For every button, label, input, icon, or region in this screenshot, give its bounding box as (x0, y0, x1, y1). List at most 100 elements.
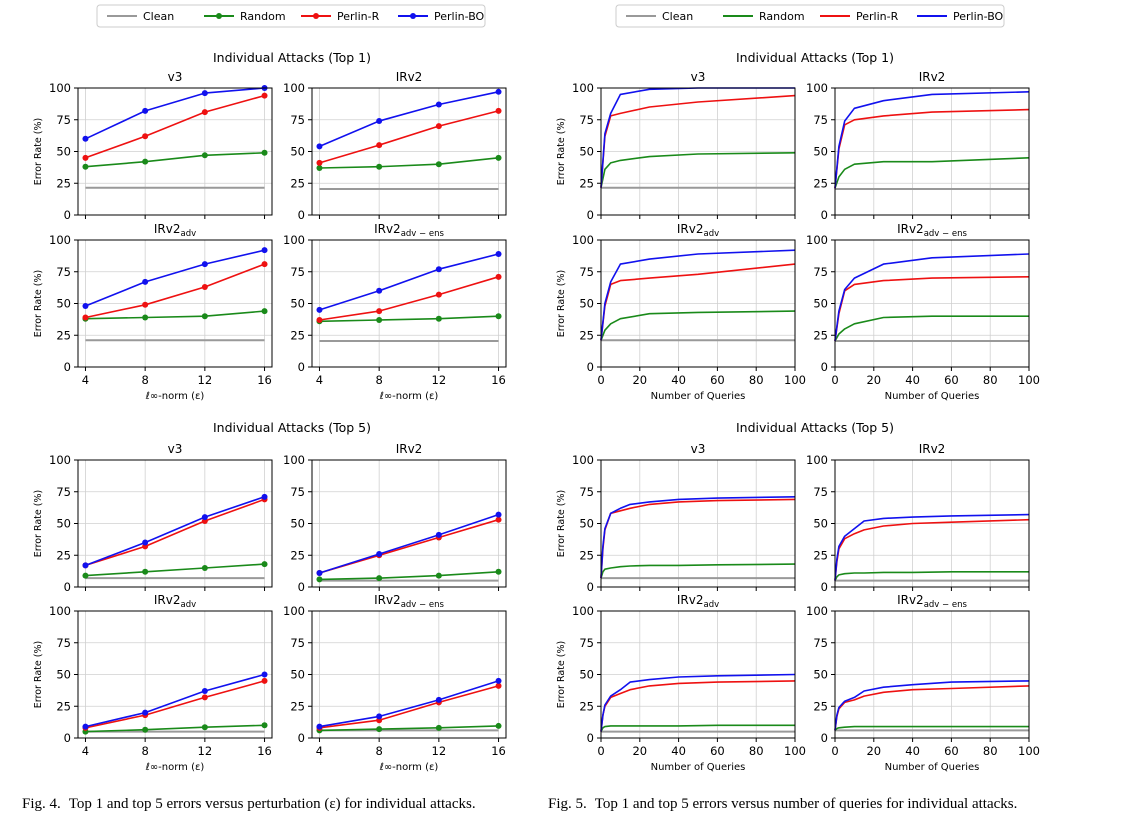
y-tick-label: 100 (283, 81, 305, 95)
data-point-perlin-r (495, 273, 502, 280)
y-tick-label: 75 (56, 113, 71, 127)
data-point-random (261, 308, 268, 315)
y-tick-label: 50 (579, 668, 594, 682)
y-tick-label: 50 (813, 668, 828, 682)
y-tick-label: 75 (290, 265, 305, 279)
data-point-perlin-r (376, 142, 383, 149)
panel: 0 25 50 75 100 0 20 40 60 80 100 IRv2adv Error Rate … (556, 222, 806, 402)
series-line-perlin-r (834, 276, 1030, 342)
series-line-random (600, 310, 796, 341)
series-line-random (834, 570, 1029, 581)
y-tick-label: 100 (806, 233, 828, 247)
y-tick-label: 25 (579, 328, 594, 342)
data-point-random (261, 149, 268, 156)
y-tick-label: 100 (283, 604, 305, 618)
panel-title: IRv2adv − ens (897, 593, 967, 610)
data-point-perlin-bo (316, 723, 323, 730)
group-title: Individual Attacks (Top 1) (736, 50, 894, 65)
y-tick-label: 75 (579, 265, 594, 279)
x-axis-label: Number of Queries (885, 391, 980, 402)
y-tick-label: 100 (806, 81, 828, 95)
data-point-perlin-bo (435, 266, 442, 273)
panel-title: v3 (691, 442, 706, 456)
data-point-random (201, 152, 208, 159)
x-tick-label: 60 (944, 744, 959, 758)
data-point-perlin-bo (201, 688, 208, 695)
legend-label-clean: Clean (662, 10, 693, 23)
y-tick-label: 25 (290, 548, 305, 562)
x-tick-label: 80 (983, 744, 998, 758)
data-point-random (201, 313, 208, 320)
y-tick-label: 75 (579, 636, 594, 650)
y-tick-label: 50 (579, 297, 594, 311)
x-tick-label: 16 (491, 373, 506, 387)
data-point-perlin-bo (82, 723, 89, 730)
data-point-perlin-bo (261, 493, 268, 500)
panel: 0 25 50 75 100 0 20 40 60 80 100 IRv2adv Error Rate … (556, 593, 806, 773)
series-line-perlin-bo (319, 513, 499, 574)
data-point-random (435, 724, 442, 731)
y-tick-label: 0 (821, 208, 828, 222)
x-tick-label: 4 (82, 744, 89, 758)
series-line-random (319, 571, 499, 581)
data-point-perlin-r (495, 107, 502, 114)
data-point-perlin-bo (435, 531, 442, 538)
y-tick-label: 0 (298, 580, 305, 594)
series-line-perlin-bo (85, 673, 265, 728)
data-point-perlin-r (82, 154, 89, 161)
data-point-random (142, 568, 149, 575)
y-tick-label: 100 (283, 233, 305, 247)
data-point-random (82, 163, 89, 170)
y-tick-label: 50 (56, 145, 71, 159)
panel: 0 25 50 75 100 4 8 12 16 IRv2adv Error Rate (%) ℓ∞-… (33, 222, 273, 402)
fig5-caption: Fig. 5. Top 1 and top 5 errors versus num… (548, 796, 1017, 813)
fig5-legend: Clean Random Perlin-R Perlin-BO (615, 4, 1005, 28)
x-tick-label: 12 (198, 373, 213, 387)
data-point-perlin-r (376, 308, 383, 315)
panel: 0 25 50 75 100 IRv2 (283, 442, 507, 594)
series-line-perlin-bo (600, 249, 796, 341)
panel: 0 25 50 75 100 v3 Error Rate (%) (556, 442, 796, 594)
y-tick-label: 75 (813, 113, 828, 127)
fig4-caption-text: Top 1 and top 5 errors versus perturbati… (68, 796, 476, 812)
data-point-perlin-bo (495, 677, 502, 684)
y-axis-label: Error Rate (%) (33, 270, 44, 337)
data-point-perlin-bo (82, 303, 89, 310)
y-tick-label: 25 (290, 699, 305, 713)
y-tick-label: 100 (572, 233, 594, 247)
series-line-random (85, 724, 265, 733)
series-line-perlin-bo (85, 496, 265, 567)
panel: 0 25 50 75 100 4 8 12 16 IRv2adv − ens ℓ∞-norm (ε) (283, 222, 507, 402)
series-line-perlin-r (834, 108, 1030, 189)
series-line-perlin-r (85, 263, 265, 319)
series-line-perlin-bo (319, 91, 499, 148)
legend-label-perlin-r: Perlin-R (856, 10, 899, 23)
x-tick-label: 8 (141, 373, 148, 387)
panel-title: IRv2adv (154, 222, 196, 239)
series-line-perlin-bo (834, 513, 1030, 581)
series-line-perlin-r (319, 110, 499, 164)
x-tick-label: 16 (257, 373, 272, 387)
data-point-perlin-r (495, 682, 502, 689)
y-tick-label: 25 (56, 548, 71, 562)
x-tick-label: 100 (1018, 744, 1040, 758)
y-tick-label: 0 (587, 580, 594, 594)
y-tick-label: 0 (64, 731, 71, 745)
data-point-perlin-r (201, 109, 208, 116)
data-point-perlin-r (201, 283, 208, 290)
data-point-perlin-bo (435, 101, 442, 108)
x-tick-label: 16 (257, 744, 272, 758)
legend-marker-random (216, 13, 222, 19)
series-line-perlin-bo (834, 680, 1030, 731)
group-title: Individual Attacks (Top 1) (213, 50, 371, 65)
data-point-random (142, 158, 149, 165)
data-point-perlin-r (201, 694, 208, 701)
y-tick-label: 75 (813, 265, 828, 279)
y-tick-label: 0 (821, 580, 828, 594)
series-line-perlin-r (85, 498, 265, 567)
legend-label-random: Random (759, 10, 805, 23)
y-tick-label: 75 (290, 636, 305, 650)
x-tick-label: 100 (784, 744, 806, 758)
data-point-random (495, 313, 502, 320)
